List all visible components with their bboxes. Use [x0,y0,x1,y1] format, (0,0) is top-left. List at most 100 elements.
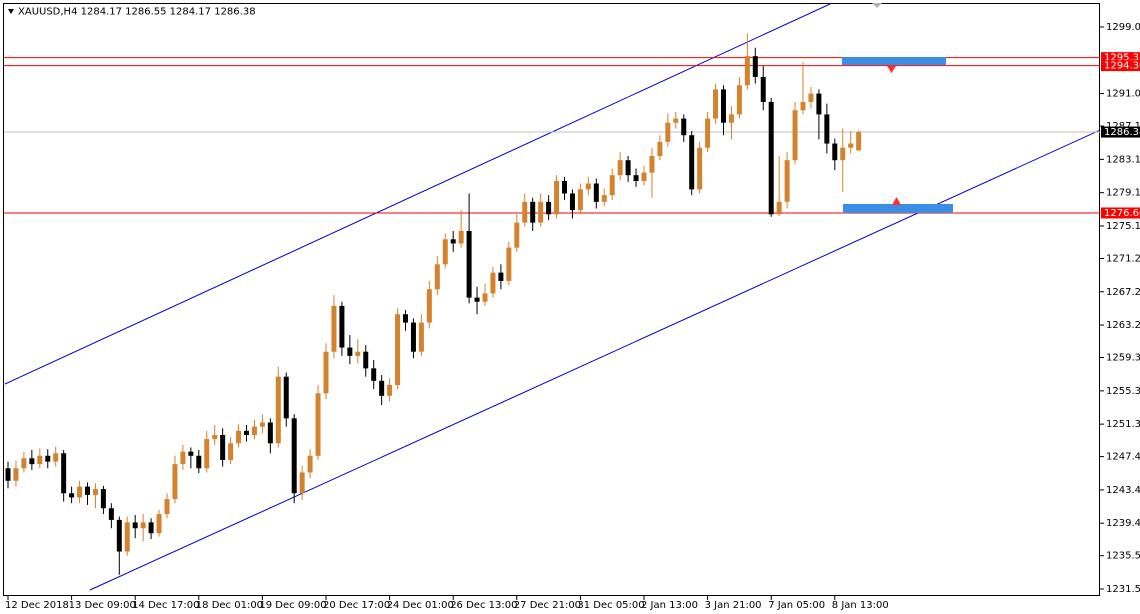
candle-body [601,195,607,202]
level-label-box [1101,52,1140,64]
candle-body [498,272,504,281]
candle-body [792,110,798,161]
candle-body [713,89,719,119]
x-tick-label: 24 Dec 01:00 [387,600,454,611]
candle-body [339,305,345,348]
trend-line [4,4,831,385]
level-label-box [1101,60,1140,72]
candle-body [538,201,544,223]
x-tick-label: 12 Dec 2018 [5,600,69,611]
candle-body [387,385,393,396]
candle-body [450,239,456,244]
candle-body [196,455,202,469]
candle-body [164,499,170,515]
candle-body [275,376,281,444]
candle-body [490,272,496,294]
candle-body [442,239,448,265]
candle-body [108,508,114,520]
candle-body [291,418,297,494]
candle-body [808,93,814,102]
y-tick-label: 1279.10 [1106,188,1140,199]
candle-body [403,314,408,323]
candle-body [259,422,265,427]
x-tick-label: 8 Jan 13:00 [832,600,889,611]
x-tick-label: 19 Dec 09:00 [259,600,326,611]
candle-body [824,114,830,144]
candle-body [13,468,19,481]
candle-body [5,468,11,481]
candle-body [315,393,321,456]
candle-body [530,201,536,223]
candle-body [371,368,377,381]
y-tick-label: 1251.30 [1106,419,1140,430]
candle-body [577,189,583,211]
candle-body [204,439,210,469]
x-tick-label: 3 Jan 21:00 [705,600,762,611]
candle-body [641,172,647,182]
candle-body [395,314,401,386]
x-tick-label: 20 Dec 17:00 [323,600,390,611]
candle-body [37,455,43,465]
y-tick-label: 1239.40 [1106,518,1140,529]
candle-body [140,522,146,529]
plot-frame [3,3,1100,596]
candle-body [760,76,766,102]
y-tick-label: 1255.30 [1106,386,1140,397]
candle-body [554,181,560,215]
candle-body [736,85,742,115]
candle-body [92,489,98,495]
buy-zone [843,204,953,213]
title-arrow [8,9,14,14]
candle-body [283,376,289,419]
x-tick-label: 2 Jan 13:00 [641,600,698,611]
y-tick-label: 1283.10 [1106,154,1140,165]
candle-body [856,132,862,151]
candle-body [331,305,337,352]
x-tick-label: 26 Dec 13:00 [450,600,517,611]
candle-body [514,222,520,248]
candle-body [633,175,639,182]
y-tick-label: 1247.40 [1106,452,1140,463]
candle-body [689,135,695,190]
candle-body [585,183,591,190]
candle-body [426,289,432,323]
candle-body [665,122,671,142]
y-tick-label: 1275.10 [1106,221,1140,232]
candle-body [307,455,313,473]
candle-body [29,458,35,465]
candle-body [617,160,623,176]
candle-body [69,493,75,498]
candle-body [21,458,27,469]
candle-body [657,141,663,157]
candle-body [705,118,711,148]
candle-body [299,472,305,494]
current-price-box [1101,126,1140,138]
candle-body [156,514,162,534]
candle-body [593,183,599,202]
x-tick-label: 13 Dec 09:00 [69,600,136,611]
candle-body [609,175,615,196]
y-tick-label: 1291.00 [1106,89,1140,100]
candle-body [466,230,472,298]
y-tick-label: 1259.30 [1106,353,1140,364]
candle-body [728,114,734,123]
candle-body [180,451,186,465]
candle-body [363,351,369,369]
candle-body [625,160,631,176]
sell-zone [842,57,946,65]
candle-body [816,93,822,115]
candle-body [562,181,567,194]
candle-body [721,89,726,123]
candle-body [212,434,218,440]
y-tick-label: 1231.50 [1106,584,1140,595]
candle-body [546,201,552,215]
candle-body [569,193,575,211]
candle-body [681,118,687,136]
candle-body [53,453,59,462]
candle-body [474,297,480,302]
x-tick-label: 14 Dec 17:00 [132,600,199,611]
candle-body [251,426,257,435]
candle-body [840,147,846,161]
candle-body [124,522,130,552]
